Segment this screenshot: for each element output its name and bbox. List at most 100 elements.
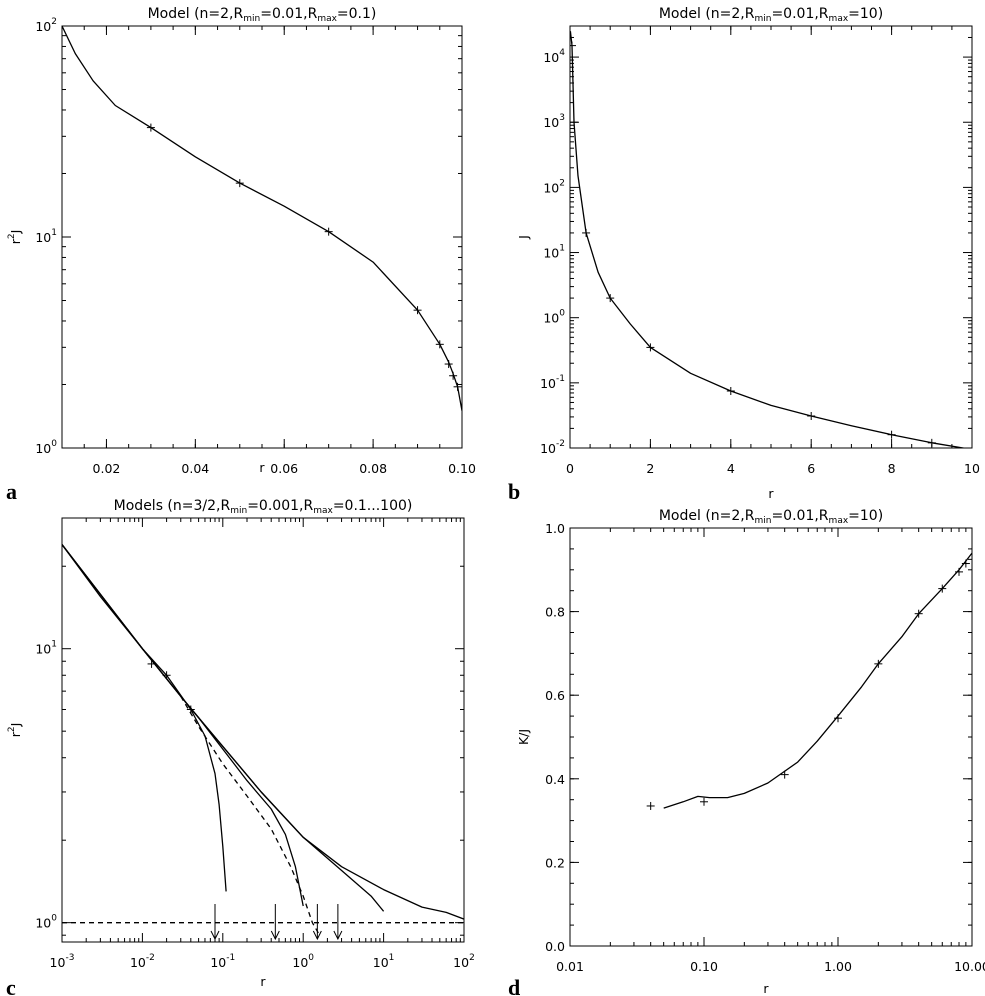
x-tick-text: 0.04 xyxy=(181,461,209,476)
cutoff-arrow xyxy=(210,904,220,941)
title-text: =0.001,R xyxy=(247,498,313,514)
tick-marks xyxy=(61,25,463,449)
x-tick-exponent: -3 xyxy=(65,953,74,963)
panel-d: 0.01 0.10 1.00 10.00 0.0 0.2 0.4 0.6 0.8 1.0 Model… xyxy=(508,508,985,996)
title-text: =10) xyxy=(848,508,883,524)
y-tick-exponent: 0 xyxy=(51,914,57,924)
x-tick-label: 0.08 xyxy=(359,461,387,476)
y-tick-label: 0.8 xyxy=(545,605,565,620)
data-point-marker xyxy=(968,555,972,564)
title-text: Model (n=2,R xyxy=(659,508,755,524)
data-point-marker xyxy=(186,705,195,714)
series-line-3 xyxy=(62,544,385,912)
y-tick-text: 0.4 xyxy=(545,772,565,787)
title-text: =0.1) xyxy=(337,6,376,22)
x-tick-text: 2 xyxy=(646,461,654,476)
data-point-marker xyxy=(413,306,422,315)
y-tick-base: 10 xyxy=(35,19,51,34)
title-text: =0.1...100) xyxy=(333,498,413,514)
x-tick-label: 100 xyxy=(292,953,314,970)
y-tick-label: 100 xyxy=(35,914,57,931)
y-tick-text: 0.6 xyxy=(545,688,565,703)
x-tick-text: 0 xyxy=(566,461,574,476)
chart-title: Model (n=2,Rmin=0.01,Rmax=10) xyxy=(659,6,883,24)
x-tick-label: 0.02 xyxy=(93,461,121,476)
x-axis-label: r xyxy=(768,486,774,501)
series-line-1 xyxy=(570,31,967,448)
series-line-1 xyxy=(663,552,972,809)
panel-letter: d xyxy=(508,975,520,996)
y-tick-label: 103 xyxy=(543,113,565,130)
y-tick-label: 101 xyxy=(35,228,57,245)
title-subscript: max xyxy=(829,516,849,526)
y-tick-base: 10 xyxy=(35,916,51,931)
tick-marks xyxy=(61,518,465,942)
y-tick-base: 10 xyxy=(543,50,559,65)
x-tick-exponent: 0 xyxy=(308,953,314,963)
x-tick-exponent: -1 xyxy=(226,953,235,963)
y-tick-label: 100 xyxy=(543,309,565,326)
title-subscript: max xyxy=(317,14,337,24)
x-tick-label: 0.10 xyxy=(448,461,476,476)
y-tick-base: 10 xyxy=(543,246,559,261)
y-tick-label: 102 xyxy=(543,178,565,195)
y-tick-label: 10-2 xyxy=(540,439,565,456)
x-tick-label: 10 xyxy=(964,461,980,476)
y-tick-text: 0.0 xyxy=(545,939,565,954)
data-layer xyxy=(62,26,462,411)
x-tick-label: 1.00 xyxy=(824,959,852,974)
plot-frame xyxy=(569,527,973,947)
x-tick-text: 0.06 xyxy=(270,461,298,476)
data-point-marker xyxy=(444,360,453,369)
y-axis-label-exponent: 2 xyxy=(7,233,17,239)
y-tick-label: 0.2 xyxy=(545,855,565,870)
title-subscript: min xyxy=(754,516,771,526)
x-tick-text: 10 xyxy=(964,461,980,476)
y-tick-text: 0.8 xyxy=(545,605,565,620)
x-tick-text: 0.10 xyxy=(690,959,718,974)
x-tick-text: 0.02 xyxy=(93,461,121,476)
data-point-marker xyxy=(582,228,591,237)
y-axis-label: K/J xyxy=(516,729,531,745)
y-tick-exponent: 0 xyxy=(559,309,565,319)
data-point-marker xyxy=(449,371,458,380)
y-tick-exponent: 1 xyxy=(51,228,57,238)
plot-frame xyxy=(61,25,463,449)
arrow-head xyxy=(270,930,280,941)
x-tick-label: 10-1 xyxy=(210,953,235,970)
arrow-head xyxy=(210,930,220,941)
x-tick-label: 4 xyxy=(727,461,735,476)
data-point-marker xyxy=(606,294,615,303)
x-tick-exponent: 2 xyxy=(469,953,475,963)
data-point-marker xyxy=(927,438,936,447)
y-axis-label-text: J xyxy=(8,723,23,728)
tick-marks xyxy=(569,26,973,449)
data-point-marker xyxy=(435,340,444,349)
x-tick-base: 10 xyxy=(130,955,146,970)
cutoff-arrow xyxy=(312,904,322,941)
y-axis-label-text: J xyxy=(8,230,23,235)
y-tick-label: 101 xyxy=(35,640,57,657)
data-point-marker xyxy=(726,386,735,395)
title-subscript: max xyxy=(829,14,849,24)
data-point-marker xyxy=(700,797,708,806)
data-point-marker xyxy=(780,770,789,779)
y-tick-label: 1.0 xyxy=(545,521,565,536)
y-tick-label: 0.4 xyxy=(545,772,565,787)
title-text: =10) xyxy=(848,6,883,22)
series-line-1 xyxy=(62,544,227,892)
series-line-2 xyxy=(62,544,304,907)
tick-marks xyxy=(569,527,973,947)
x-tick-label: 102 xyxy=(453,953,475,970)
data-point-marker xyxy=(147,659,156,668)
x-tick-label: 2 xyxy=(646,461,654,476)
y-tick-base: 10 xyxy=(543,180,559,195)
x-tick-text: 1.00 xyxy=(824,959,852,974)
y-axis-label-exponent: 2 xyxy=(7,726,17,732)
data-point-marker xyxy=(324,227,333,236)
y-tick-exponent: 2 xyxy=(559,178,565,188)
x-tick-text: 0.10 xyxy=(448,461,476,476)
plot-frame xyxy=(61,517,465,943)
